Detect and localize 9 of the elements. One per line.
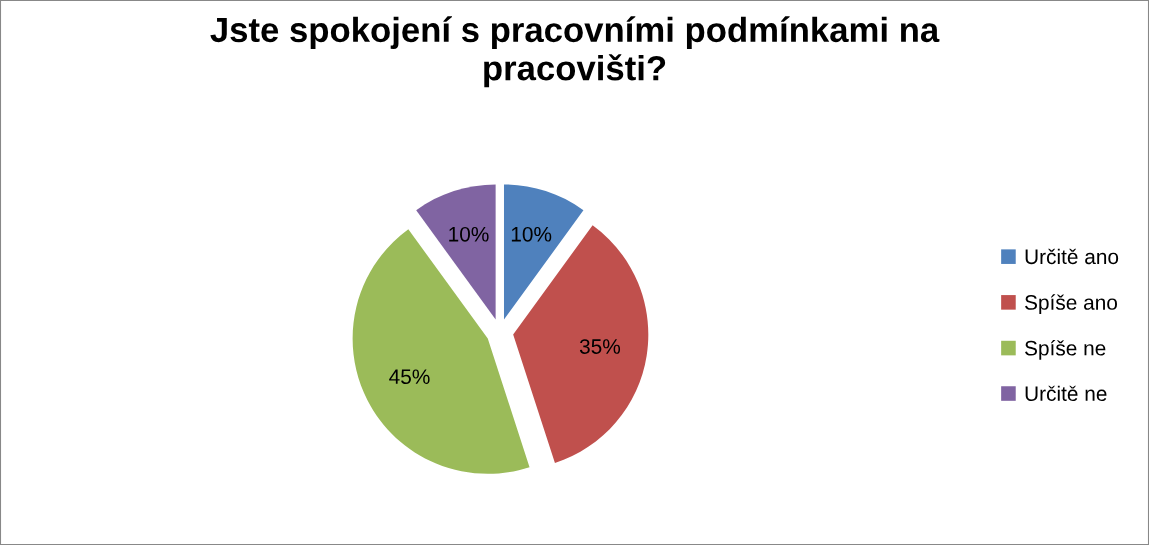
legend-label: Spíše ne [1025,340,1106,360]
data-label: 10% [511,226,552,242]
legend-label: Určitě ne [1025,385,1107,402]
data-label: 35% [579,339,621,354]
legend-label: Spíše ano [1025,294,1118,314]
chart-title: Jste spokojení s pracovními podmínkami na pracovišti? [210,16,940,88]
data-label: 45% [389,369,430,385]
data-label: 10% [449,226,489,242]
legend-label: Určitě ano [1025,248,1119,265]
